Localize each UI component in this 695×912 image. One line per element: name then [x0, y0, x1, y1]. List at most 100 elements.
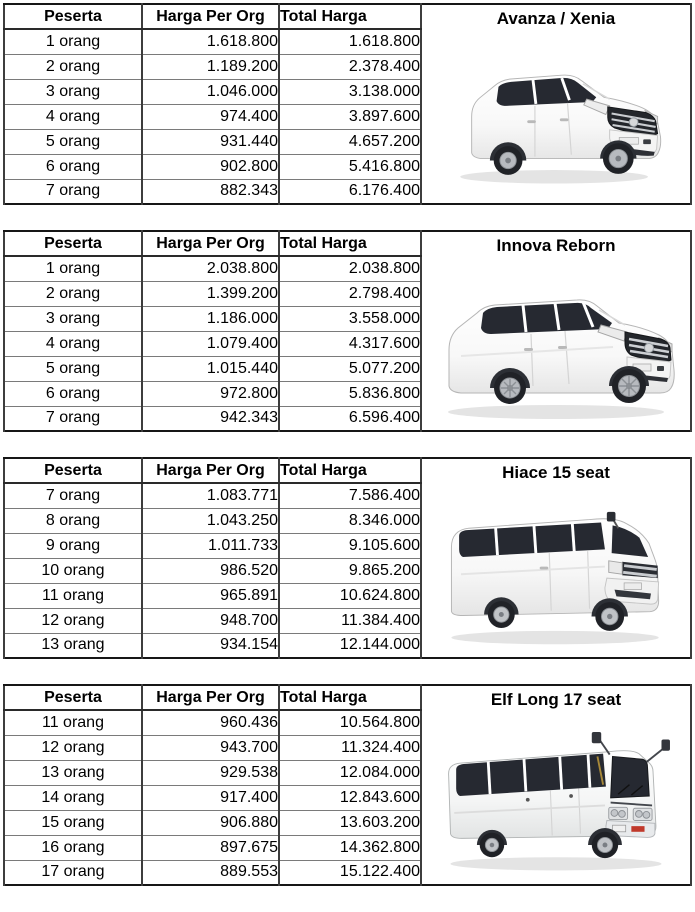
- column-header-total-harga: Total Harga: [278, 684, 422, 711]
- vehicle-panel-elf-long: Elf Long 17 seat: [420, 684, 692, 886]
- column-header-harga-per-org: Harga Per Org: [141, 684, 280, 711]
- cell-peserta: 5 orang: [3, 128, 143, 155]
- price-row: 1 orang 1.618.800 1.618.800: [3, 28, 691, 55]
- cell-total-harga: 9.865.200: [278, 557, 422, 584]
- cell-peserta: 7 orang: [3, 405, 143, 432]
- column-header-peserta: Peserta: [3, 3, 143, 30]
- cell-peserta: 4 orang: [3, 103, 143, 130]
- cell-total-harga: 6.176.400: [278, 178, 422, 205]
- cell-peserta: 6 orang: [3, 153, 143, 180]
- cell-harga-per-org: 902.800: [141, 153, 280, 180]
- price-row: 17 orang 889.553 15.122.400: [3, 859, 691, 886]
- elf-minibus-image: [448, 731, 670, 871]
- cell-peserta: 5 orang: [3, 355, 143, 382]
- column-header-total-harga: Total Harga: [278, 457, 422, 484]
- cell-total-harga: 2.038.800: [278, 255, 422, 282]
- table-header-row: Peserta Harga Per Org Total Harga Avanza…: [3, 3, 692, 205]
- cell-total-harga: 8.346.000: [278, 507, 422, 534]
- cell-peserta: 2 orang: [3, 280, 143, 307]
- cell-peserta: 1 orang: [3, 255, 143, 282]
- vehicle-title: Hiace 15 seat: [502, 463, 610, 482]
- price-row: 6 orang 972.800 5.836.800: [3, 380, 691, 407]
- price-row: 5 orang 1.015.440 5.077.200: [3, 355, 691, 382]
- column-header-total-harga: Total Harga: [278, 3, 422, 30]
- cell-harga-per-org: 1.046.000: [141, 78, 280, 105]
- cell-total-harga: 4.317.600: [278, 330, 422, 357]
- cell-total-harga: 2.798.400: [278, 280, 422, 307]
- cell-harga-per-org: 986.520: [141, 557, 280, 584]
- price-row: 9 orang 1.011.733 9.105.600: [3, 532, 691, 559]
- cell-harga-per-org: 929.538: [141, 759, 280, 786]
- price-row: 13 orang 929.538 12.084.000: [3, 759, 691, 786]
- cell-harga-per-org: 931.440: [141, 128, 280, 155]
- cell-harga-per-org: 1.399.200: [141, 280, 280, 307]
- cell-peserta: 11 orang: [3, 582, 143, 609]
- cell-harga-per-org: 1.618.800: [141, 28, 280, 55]
- cell-peserta: 4 orang: [3, 330, 143, 357]
- cell-harga-per-org: 1.079.400: [141, 330, 280, 357]
- cell-peserta: 3 orang: [3, 305, 143, 332]
- cell-peserta: 13 orang: [3, 632, 143, 659]
- cell-total-harga: 14.362.800: [278, 834, 422, 861]
- cell-peserta: 7 orang: [3, 178, 143, 205]
- cell-total-harga: 9.105.600: [278, 532, 422, 559]
- vehicle-panel-innova-reborn: Innova Reborn: [420, 230, 692, 432]
- cell-peserta: 12 orang: [3, 607, 143, 634]
- price-row: 5 orang 931.440 4.657.200: [3, 128, 691, 155]
- cell-peserta: 1 orang: [3, 28, 143, 55]
- price-row: 10 orang 986.520 9.865.200: [3, 557, 691, 584]
- avanza-xenia-car-image: [460, 74, 662, 184]
- cell-total-harga: 7.586.400: [278, 482, 422, 509]
- price-table-hiace: Peserta Harga Per Org Total Harga Hiace …: [3, 457, 692, 659]
- cell-total-harga: 3.558.000: [278, 305, 422, 332]
- cell-harga-per-org: 1.189.200: [141, 53, 280, 80]
- cell-harga-per-org: 1.015.440: [141, 355, 280, 382]
- cell-harga-per-org: 943.700: [141, 734, 280, 761]
- cell-peserta: 15 orang: [3, 809, 143, 836]
- price-row: 12 orang 943.700 11.324.400: [3, 734, 691, 761]
- cell-total-harga: 12.084.000: [278, 759, 422, 786]
- vehicle-title: Elf Long 17 seat: [490, 690, 622, 709]
- cell-harga-per-org: 974.400: [141, 103, 280, 130]
- cell-peserta: 12 orang: [3, 734, 143, 761]
- price-row: 6 orang 902.800 5.416.800: [3, 153, 691, 180]
- cell-harga-per-org: 882.343: [141, 178, 280, 205]
- cell-total-harga: 10.564.800: [278, 709, 422, 736]
- cell-harga-per-org: 972.800: [141, 380, 280, 407]
- cell-total-harga: 1.618.800: [278, 28, 422, 55]
- vehicle-title: Avanza / Xenia: [496, 9, 616, 28]
- price-section-innova-reborn: Peserta Harga Per Org Total Harga Innova…: [3, 230, 695, 432]
- cell-harga-per-org: 889.553: [141, 859, 280, 886]
- cell-harga-per-org: 2.038.800: [141, 255, 280, 282]
- cell-total-harga: 3.897.600: [278, 103, 422, 130]
- cell-peserta: 17 orang: [3, 859, 143, 886]
- price-list-page: Peserta Harga Per Org Total Harga Avanza…: [3, 3, 695, 886]
- cell-total-harga: 10.624.800: [278, 582, 422, 609]
- column-header-harga-per-org: Harga Per Org: [141, 3, 280, 30]
- column-header-peserta: Peserta: [3, 230, 143, 257]
- cell-peserta: 2 orang: [3, 53, 143, 80]
- cell-harga-per-org: 948.700: [141, 607, 280, 634]
- cell-harga-per-org: 1.011.733: [141, 532, 280, 559]
- price-row: 13 orang 934.154 12.144.000: [3, 632, 691, 659]
- cell-total-harga: 5.416.800: [278, 153, 422, 180]
- cell-total-harga: 6.596.400: [278, 405, 422, 432]
- cell-harga-per-org: 897.675: [141, 834, 280, 861]
- price-table-avanza-xenia: Peserta Harga Per Org Total Harga Avanza…: [3, 3, 692, 205]
- column-header-harga-per-org: Harga Per Org: [141, 457, 280, 484]
- cell-harga-per-org: 960.436: [141, 709, 280, 736]
- price-row: 15 orang 906.880 13.603.200: [3, 809, 691, 836]
- cell-peserta: 3 orang: [3, 78, 143, 105]
- price-row: 16 orang 897.675 14.362.800: [3, 834, 691, 861]
- cell-total-harga: 12.144.000: [278, 632, 422, 659]
- vehicle-panel-avanza-xenia: Avanza / Xenia: [420, 3, 692, 205]
- cell-harga-per-org: 906.880: [141, 809, 280, 836]
- price-section-hiace: Peserta Harga Per Org Total Harga Hiace …: [3, 457, 695, 659]
- cell-total-harga: 4.657.200: [278, 128, 422, 155]
- cell-peserta: 16 orang: [3, 834, 143, 861]
- cell-peserta: 7 orang: [3, 482, 143, 509]
- vehicle-panel-hiace: Hiace 15 seat: [420, 457, 692, 659]
- column-header-harga-per-org: Harga Per Org: [141, 230, 280, 257]
- column-header-total-harga: Total Harga: [278, 230, 422, 257]
- cell-harga-per-org: 1.043.250: [141, 507, 280, 534]
